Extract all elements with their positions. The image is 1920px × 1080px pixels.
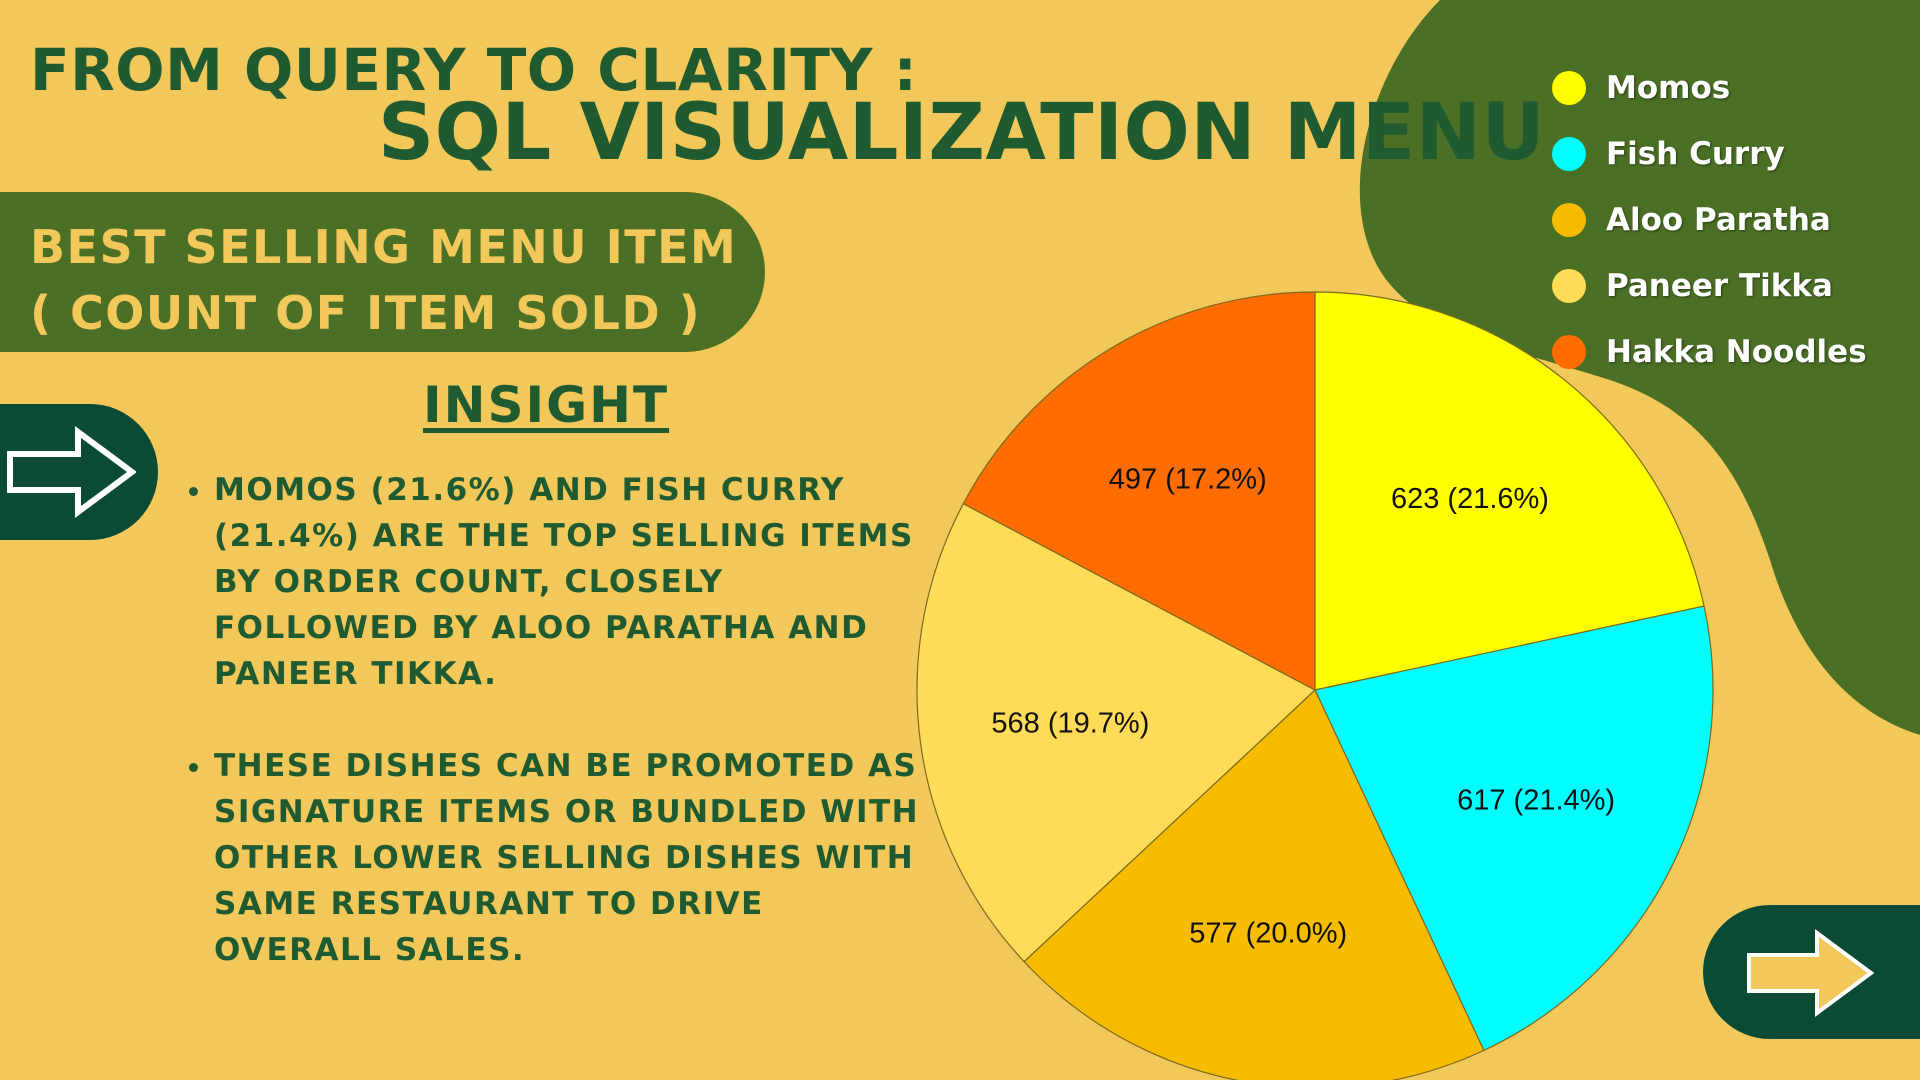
chart-legend: Momos Fish Curry Aloo Paratha Paneer Tik… xyxy=(1552,55,1892,385)
pie-data-label: 497 (17.2%) xyxy=(1109,464,1267,496)
pie-slice-paneer-tikka xyxy=(916,502,1317,963)
insight-list: MOMOS (21.6%) AND FISH CURRY (21.4%) ARE… xyxy=(178,467,934,1019)
legend-swatch xyxy=(1552,269,1586,303)
legend-label: Momos xyxy=(1606,70,1731,106)
next-slide-tab[interactable] xyxy=(1703,905,1920,1039)
legend-item-hakka-noodles: Hakka Noodles xyxy=(1552,319,1892,385)
legend-label: Fish Curry xyxy=(1606,136,1785,172)
subtitle-line1: BEST SELLING MENU ITEM xyxy=(30,220,738,274)
legend-item-aloo-paratha: Aloo Paratha xyxy=(1552,187,1892,253)
legend-item-momos: Momos xyxy=(1552,55,1892,121)
subtitle-banner: BEST SELLING MENU ITEM ( COUNT OF ITEM S… xyxy=(0,192,765,352)
right-arrow-icon xyxy=(1747,929,1875,1017)
legend-item-fish-curry: Fish Curry xyxy=(1552,121,1892,187)
insight-heading: INSIGHT xyxy=(423,376,670,434)
legend-label: Aloo Paratha xyxy=(1606,202,1831,238)
legend-swatch xyxy=(1552,71,1586,105)
legend-label: Paneer Tikka xyxy=(1606,268,1833,304)
legend-item-paneer-tikka: Paneer Tikka xyxy=(1552,253,1892,319)
page-title-line1: FROM QUERY TO CLARITY : xyxy=(30,36,918,104)
previous-slide-tab[interactable] xyxy=(0,404,158,540)
pie-slice-hakka-noodles xyxy=(962,291,1316,691)
insight-bullet-2: THESE DISHES CAN BE PROMOTED AS SIGNATUR… xyxy=(214,743,934,973)
pie-slice-momos xyxy=(1314,291,1705,691)
green-blob xyxy=(1359,0,1920,735)
pie-data-label: 568 (19.7%) xyxy=(991,707,1149,739)
legend-swatch xyxy=(1552,203,1586,237)
pie-data-label: 623 (21.6%) xyxy=(1391,483,1549,515)
pie-slice-fish-curry xyxy=(1314,605,1714,1052)
page-title-line2: SQL VISUALIZATION MENU xyxy=(378,88,1546,178)
right-arrow-icon xyxy=(7,426,136,518)
pie-slice-aloo-paratha xyxy=(1023,688,1485,1080)
legend-label: Hakka Noodles xyxy=(1606,334,1867,370)
legend-swatch xyxy=(1552,137,1586,171)
legend-swatch xyxy=(1552,335,1586,369)
pie-data-label: 577 (20.0%) xyxy=(1189,917,1347,949)
pie-chart: 623 (21.6%) 617 (21.4%) 577 (20.0%) 568 (19… xyxy=(916,291,1714,1080)
pie-data-label: 617 (21.4%) xyxy=(1457,785,1615,817)
insight-bullet-1: MOMOS (21.6%) AND FISH CURRY (21.4%) ARE… xyxy=(214,467,934,697)
subtitle-line2: ( COUNT OF ITEM SOLD ) xyxy=(30,286,702,340)
